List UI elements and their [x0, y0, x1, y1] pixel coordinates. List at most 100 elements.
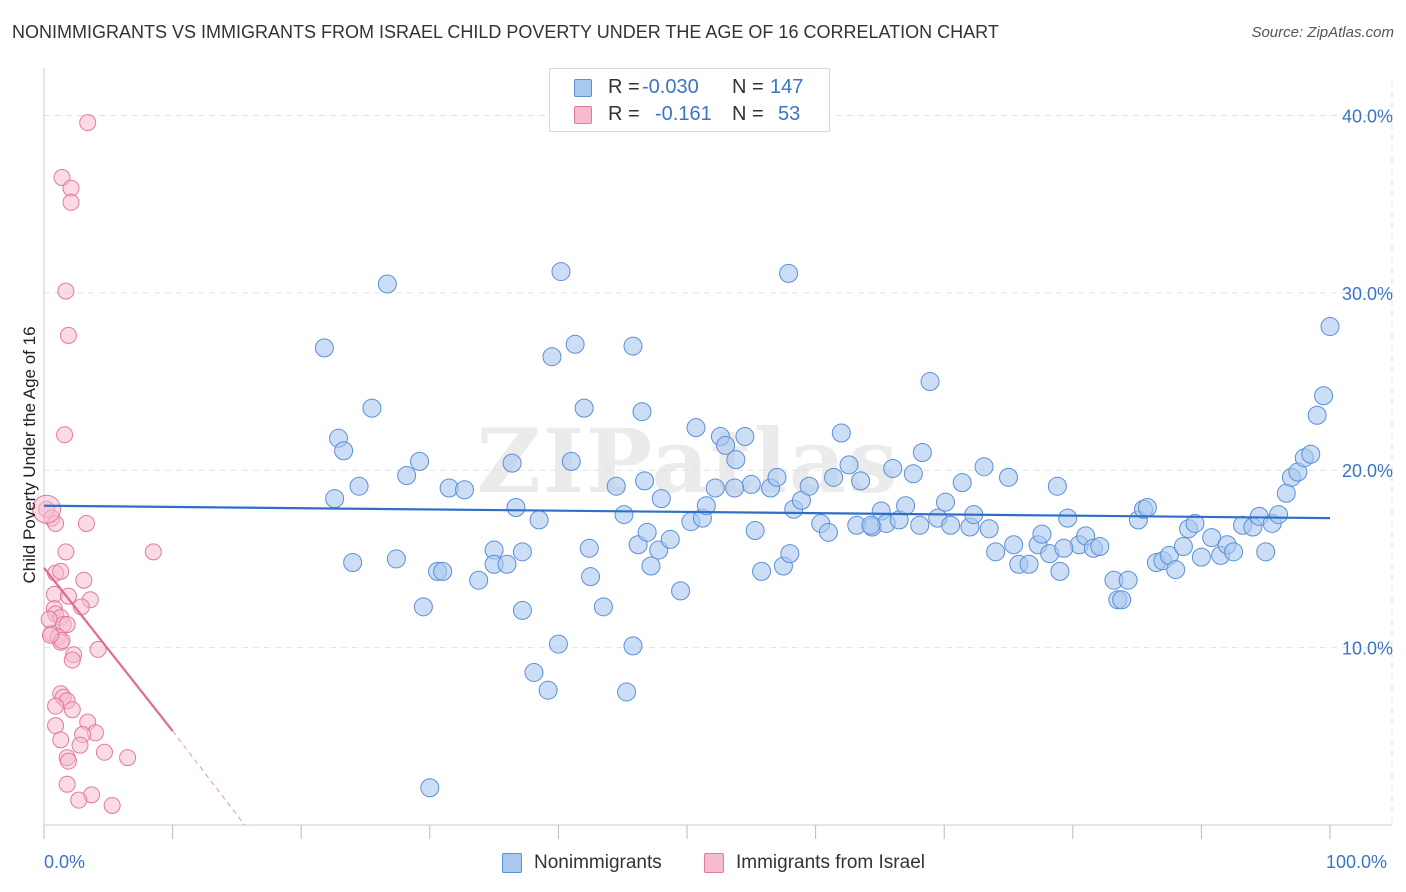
data-point-immigrants-from-israel — [52, 562, 70, 580]
data-point-nonimmigrants — [696, 496, 716, 516]
data-point-nonimmigrants — [548, 634, 568, 654]
data-point-nonimmigrants — [1276, 483, 1296, 503]
data-point-nonimmigrants — [1224, 542, 1244, 562]
data-point-nonimmigrants — [935, 492, 955, 512]
legend-n-label: N = — [732, 76, 764, 98]
data-point-nonimmigrants — [362, 398, 382, 418]
bottom-legend-swatch-pink — [704, 853, 724, 873]
data-point-nonimmigrants — [386, 549, 406, 569]
data-point-nonimmigrants — [941, 515, 961, 535]
y-axis-label: Child Poverty Under the Age of 16 — [20, 326, 39, 584]
axes — [43, 68, 1392, 839]
legend-r-label: R = — [608, 103, 640, 125]
y-tick-label: 10.0% — [1342, 639, 1393, 659]
data-point-nonimmigrants — [410, 451, 430, 471]
data-point-nonimmigrants — [561, 451, 581, 471]
data-point-immigrants-from-israel — [63, 701, 81, 719]
data-point-immigrants-from-israel — [56, 426, 74, 444]
data-point-nonimmigrants — [896, 496, 916, 516]
data-point-nonimmigrants — [502, 453, 522, 473]
data-point-nonimmigrants — [1047, 476, 1067, 496]
data-point-nonimmigrants — [635, 471, 655, 491]
data-point-immigrants-from-israel — [79, 114, 97, 132]
data-point-nonimmigrants — [726, 450, 746, 470]
data-point-nonimmigrants — [1301, 444, 1321, 464]
trend-lines — [43, 504, 1331, 826]
data-point-nonimmigrants — [780, 544, 800, 564]
data-point-nonimmigrants — [542, 347, 562, 367]
data-point-nonimmigrants — [912, 443, 932, 462]
nonimmigrants-points — [314, 262, 1340, 798]
data-point-nonimmigrants — [420, 778, 440, 798]
data-point-nonimmigrants — [349, 476, 369, 496]
data-point-nonimmigrants — [512, 542, 532, 562]
data-point-nonimmigrants — [716, 435, 736, 455]
data-point-immigrants-from-israel — [62, 193, 80, 211]
data-point-nonimmigrants — [1191, 547, 1211, 567]
data-point-nonimmigrants — [512, 600, 532, 620]
y-tick-label: 30.0% — [1342, 284, 1393, 304]
data-point-nonimmigrants — [1090, 537, 1110, 557]
trend-line-immigrants-from-israel — [43, 567, 174, 732]
legend-row-nonimmigrants: R = -0.030 N = 147 — [550, 75, 829, 101]
legend-n-value: 147 — [770, 76, 804, 98]
data-point-nonimmigrants — [1256, 542, 1276, 562]
data-point-nonimmigrants — [641, 556, 661, 576]
y-tick-labels: 10.0% 20.0% 30.0% 40.0% — [1342, 106, 1393, 658]
legend-swatch-blue — [574, 79, 592, 97]
data-point-nonimmigrants — [1112, 590, 1132, 610]
data-point-nonimmigrants — [903, 464, 923, 484]
y-axis-label-container: Child Poverty Under the Age of 16 — [18, 300, 42, 610]
data-point-nonimmigrants — [705, 478, 725, 498]
data-point-nonimmigrants — [413, 597, 433, 617]
x-tick-label-min: 0.0% — [44, 852, 86, 872]
legend-r-value: -0.030 — [642, 76, 699, 98]
data-point-nonimmigrants — [851, 471, 871, 491]
data-point-nonimmigrants — [617, 682, 637, 702]
data-point-nonimmigrants — [752, 561, 772, 581]
data-point-nonimmigrants — [614, 505, 634, 525]
data-point-immigrants-from-israel — [41, 626, 59, 644]
data-point-immigrants-from-israel — [47, 697, 65, 715]
data-point-immigrants-from-israel — [71, 736, 89, 754]
trend-line-immigrants-from-israel-extension — [172, 730, 246, 826]
data-point-nonimmigrants — [574, 398, 594, 418]
data-point-nonimmigrants — [725, 478, 745, 498]
data-point-nonimmigrants — [637, 522, 657, 542]
data-point-immigrants-from-israel — [59, 326, 77, 344]
y-tick-label: 20.0% — [1342, 461, 1393, 481]
data-point-nonimmigrants — [979, 519, 999, 539]
data-point-nonimmigrants — [529, 510, 549, 530]
data-point-nonimmigrants — [334, 441, 354, 461]
data-point-nonimmigrants — [999, 467, 1018, 487]
bottom-legend-label: Immigrants from Israel — [736, 852, 925, 873]
data-point-immigrants-from-israel — [95, 743, 113, 761]
data-point-nonimmigrants — [551, 262, 571, 282]
data-point-immigrants-from-israel — [47, 717, 65, 735]
data-point-nonimmigrants — [1019, 554, 1039, 574]
data-point-nonimmigrants — [883, 458, 903, 478]
data-point-immigrants-from-israel — [52, 731, 70, 749]
data-point-nonimmigrants — [1320, 317, 1340, 337]
data-point-nonimmigrants — [1118, 570, 1138, 590]
data-point-nonimmigrants — [735, 427, 755, 447]
data-point-nonimmigrants — [565, 334, 585, 354]
data-point-nonimmigrants — [974, 457, 994, 477]
data-point-nonimmigrants — [343, 552, 363, 572]
data-point-nonimmigrants — [831, 423, 851, 443]
x-tick-label-max: 100.0% — [1326, 852, 1388, 872]
data-point-immigrants-from-israel — [70, 791, 88, 809]
data-point-nonimmigrants — [952, 473, 972, 493]
trend-line-nonimmigrants — [43, 504, 1331, 520]
data-point-nonimmigrants — [623, 336, 643, 356]
data-point-immigrants-from-israel — [57, 543, 75, 561]
data-point-nonimmigrants — [469, 570, 489, 590]
data-point-nonimmigrants — [397, 466, 417, 486]
data-point-immigrants-from-israel — [40, 610, 58, 628]
data-point-nonimmigrants — [824, 467, 844, 487]
data-point-nonimmigrants — [920, 372, 940, 392]
legend-n-value: 53 — [778, 103, 801, 125]
data-point-nonimmigrants — [1173, 537, 1193, 557]
data-point-nonimmigrants — [745, 521, 765, 541]
data-point-nonimmigrants — [861, 515, 881, 535]
